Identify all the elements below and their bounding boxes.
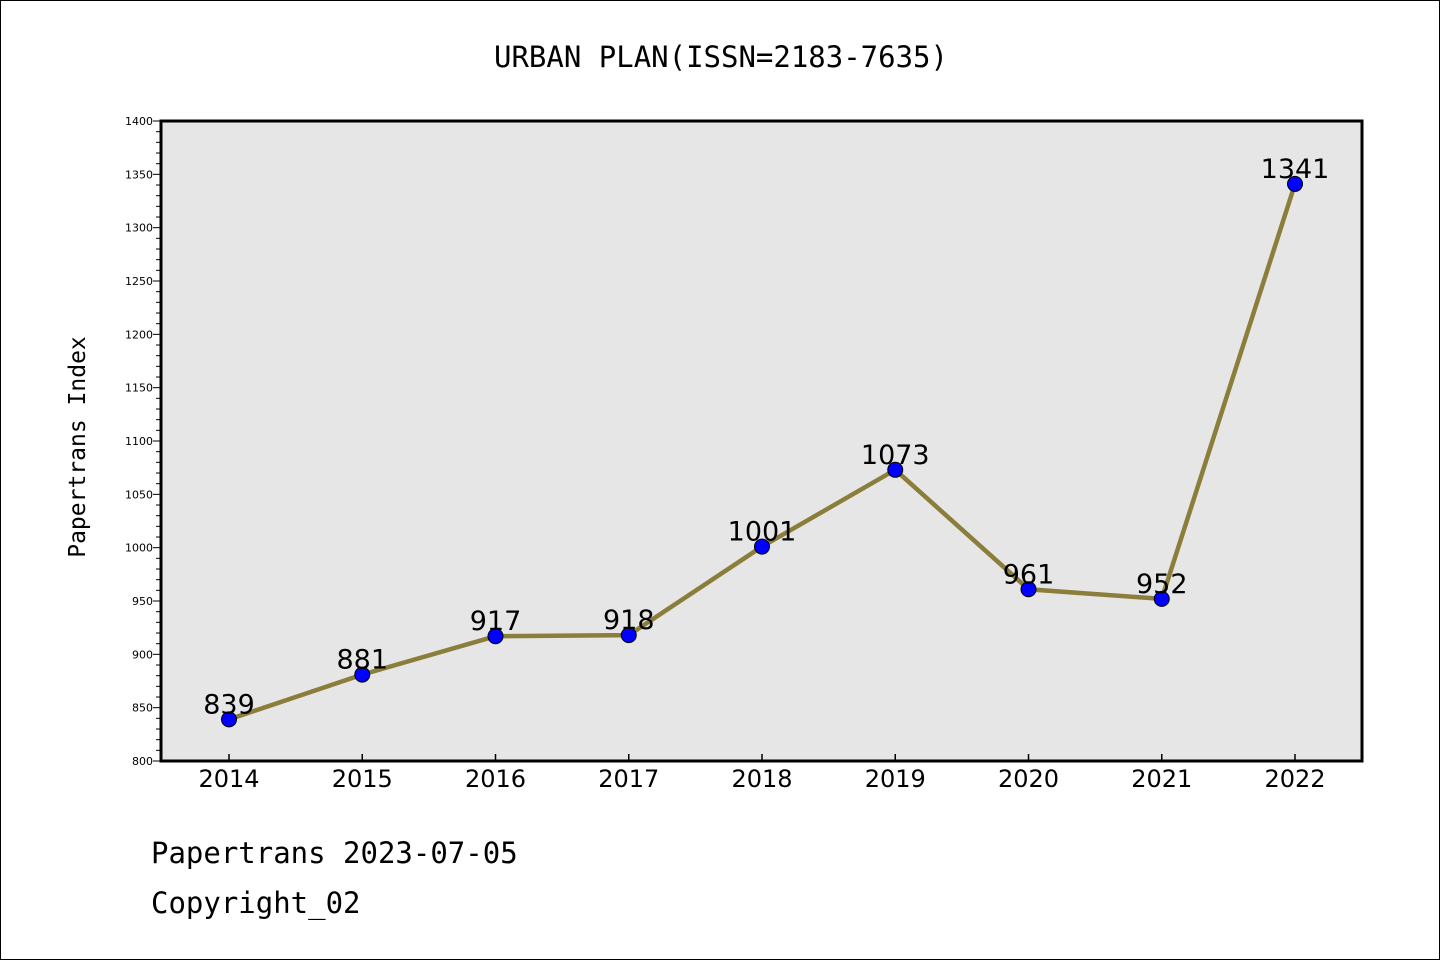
x-tick-label: 2014 bbox=[198, 765, 259, 793]
y-axis-label: Papertrans Index bbox=[65, 336, 91, 558]
y-tick-label: 1050 bbox=[125, 488, 153, 501]
x-tick-label: 2021 bbox=[1131, 765, 1192, 793]
data-point bbox=[1020, 581, 1037, 598]
y-tick-label: 1000 bbox=[125, 542, 153, 555]
y-tick-label: 800 bbox=[132, 755, 153, 768]
data-label: 952 bbox=[1136, 569, 1188, 600]
y-tick-label: 1150 bbox=[125, 382, 153, 395]
x-tick-label: 2017 bbox=[598, 765, 659, 793]
data-label: 917 bbox=[470, 606, 522, 637]
x-tick-label: 2020 bbox=[998, 765, 1059, 793]
y-tick-label: 850 bbox=[132, 702, 153, 715]
footer-copyright: Copyright_02 bbox=[151, 886, 361, 920]
y-tick-label: 950 bbox=[132, 595, 153, 608]
data-label: 839 bbox=[203, 689, 255, 720]
x-tick-label: 2015 bbox=[332, 765, 393, 793]
data-point bbox=[1287, 175, 1303, 192]
y-tick-label: 900 bbox=[132, 648, 153, 661]
data-point bbox=[354, 666, 371, 683]
x-tick-label: 2018 bbox=[731, 765, 792, 793]
data-label: 1341 bbox=[1261, 154, 1330, 185]
data-label: 961 bbox=[1003, 559, 1055, 590]
x-axis: 2014 2015 2016 2017 2018 2019 2020 2021 2022 bbox=[198, 754, 1326, 793]
x-tick-label: 2016 bbox=[465, 765, 526, 793]
data-point bbox=[221, 711, 237, 728]
y-tick-label: 1200 bbox=[125, 328, 153, 341]
data-label: 918 bbox=[603, 605, 655, 636]
x-tick-label: 2022 bbox=[1264, 765, 1325, 793]
y-tick-label: 1100 bbox=[125, 435, 153, 448]
chart-title: URBAN PLAN(ISSN=2183-7635) bbox=[494, 40, 948, 74]
data-label: 1001 bbox=[728, 517, 797, 548]
data-label: 1073 bbox=[861, 440, 930, 471]
data-point bbox=[887, 461, 904, 478]
y-tick-label: 1250 bbox=[125, 275, 153, 288]
data-label-group: 839 881 917 918 1001 1073 961 952 1341 bbox=[203, 154, 1329, 720]
footer-date: Papertrans 2023-07-05 bbox=[151, 836, 518, 870]
x-tick-label: 2019 bbox=[865, 765, 926, 793]
data-point bbox=[620, 627, 637, 644]
data-point bbox=[754, 538, 770, 555]
data-point bbox=[1153, 590, 1170, 607]
data-label: 881 bbox=[336, 645, 388, 676]
y-tick-label: 1400 bbox=[125, 115, 153, 128]
data-point bbox=[487, 628, 504, 645]
y-axis: 800 850 900 950 1000 1050 1100 1150 1200 1250 1300… bbox=[125, 115, 161, 768]
y-tick-label: 1300 bbox=[125, 222, 153, 235]
plot-area bbox=[159, 119, 1364, 763]
series-group bbox=[221, 175, 1303, 728]
y-tick-label: 1350 bbox=[125, 168, 153, 181]
